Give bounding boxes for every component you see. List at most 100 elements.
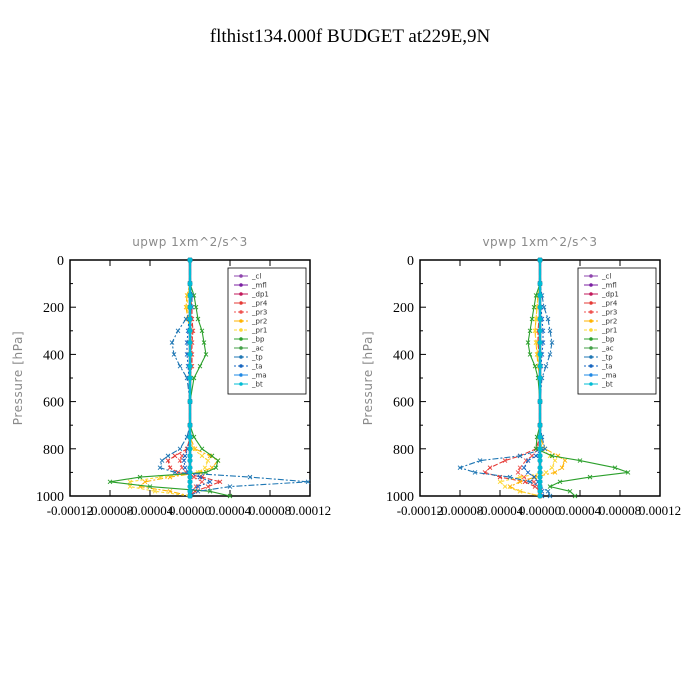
data-point — [537, 422, 543, 428]
data-point — [472, 470, 478, 475]
data-point — [187, 479, 193, 485]
legend-label: _cl — [601, 273, 611, 281]
data-point — [181, 458, 187, 463]
panel-title: vpwp 1xm^2/s^3 — [482, 235, 597, 249]
legend-marker — [589, 310, 593, 314]
data-point — [545, 488, 551, 494]
legend-label: _dp1 — [601, 291, 619, 299]
legend-marker — [239, 355, 243, 359]
x-tick-label: 0.00008 — [249, 503, 291, 518]
legend-label: _ma — [251, 372, 267, 380]
data-point — [195, 484, 201, 489]
data-point — [521, 465, 527, 470]
data-point — [537, 453, 543, 459]
data-point — [187, 434, 193, 440]
data-point — [497, 479, 503, 485]
data-point — [559, 465, 565, 470]
data-point — [107, 479, 113, 485]
data-point — [227, 484, 233, 489]
data-point — [547, 493, 553, 499]
data-point — [543, 363, 549, 369]
data-point — [187, 363, 193, 369]
data-point — [547, 328, 553, 334]
data-point — [305, 479, 311, 485]
y-tick-label: 600 — [393, 396, 414, 411]
data-point — [537, 352, 543, 357]
data-point — [537, 293, 543, 298]
data-point — [217, 479, 223, 485]
data-point — [487, 465, 493, 470]
legend-marker — [239, 337, 243, 341]
data-point — [537, 399, 543, 404]
data-point — [537, 316, 543, 322]
data-point — [537, 474, 543, 480]
y-tick-label: 600 — [43, 396, 64, 411]
y-tick-label: 0 — [407, 254, 414, 269]
figure-title: flthist134.000f BUDGET at229E,9N — [210, 26, 491, 47]
data-point — [127, 484, 133, 489]
data-point — [527, 352, 533, 357]
legend-label: _bp — [251, 336, 265, 344]
data-point — [517, 453, 523, 459]
series-line — [483, 260, 541, 496]
data-point — [193, 484, 199, 489]
data-point — [531, 479, 537, 485]
data-point — [195, 316, 201, 322]
legend-marker — [239, 373, 243, 377]
legend-label: _ta — [251, 363, 263, 371]
data-point — [169, 340, 175, 345]
legend-marker — [239, 301, 243, 305]
data-point — [187, 458, 193, 463]
x-tick-label: 0.00004 — [209, 503, 252, 518]
series-line — [109, 260, 231, 497]
x-tick-label: 0.00000 — [169, 503, 211, 518]
data-point — [497, 474, 503, 480]
y-tick-label: 800 — [393, 443, 414, 458]
series-line — [129, 260, 209, 497]
data-point — [533, 316, 539, 322]
data-point — [165, 453, 171, 459]
legend-marker — [239, 283, 243, 287]
x-tick-label: 0.00008 — [599, 503, 641, 518]
legend-label: _pr2 — [251, 318, 267, 326]
data-point — [187, 257, 193, 263]
data-point — [612, 465, 618, 470]
data-point — [202, 465, 208, 470]
data-point — [177, 446, 183, 452]
data-point — [172, 453, 178, 459]
data-point — [187, 488, 193, 494]
series-pr4 — [482, 257, 543, 499]
data-point — [182, 453, 188, 459]
data-point — [532, 328, 538, 334]
data-point — [537, 488, 543, 494]
legend-label: _ma — [601, 372, 617, 380]
y-tick-label: 1000 — [386, 490, 414, 505]
legend-marker — [239, 346, 243, 350]
data-point — [187, 465, 193, 471]
data-point — [207, 453, 213, 459]
data-point — [457, 465, 463, 470]
data-point — [572, 493, 578, 499]
legend-marker — [589, 274, 593, 278]
data-point — [545, 316, 551, 322]
data-point — [537, 446, 543, 452]
data-point — [515, 470, 521, 475]
legend-label: _bt — [251, 381, 263, 389]
legend-marker — [589, 346, 593, 350]
data-point — [209, 453, 215, 459]
y-axis-label: Pressure [hPa] — [361, 331, 375, 425]
data-point — [247, 474, 253, 480]
x-tick-label: 0.00000 — [519, 503, 561, 518]
data-point — [552, 470, 558, 475]
data-point — [193, 304, 199, 310]
data-point — [533, 446, 539, 452]
data-point — [547, 484, 553, 489]
data-point — [187, 422, 193, 428]
data-point — [537, 328, 543, 334]
data-point — [507, 474, 513, 480]
data-point — [477, 458, 483, 463]
data-point — [552, 458, 558, 463]
legend-label: _cl — [251, 273, 261, 281]
data-point — [537, 257, 543, 263]
data-point — [159, 458, 165, 463]
